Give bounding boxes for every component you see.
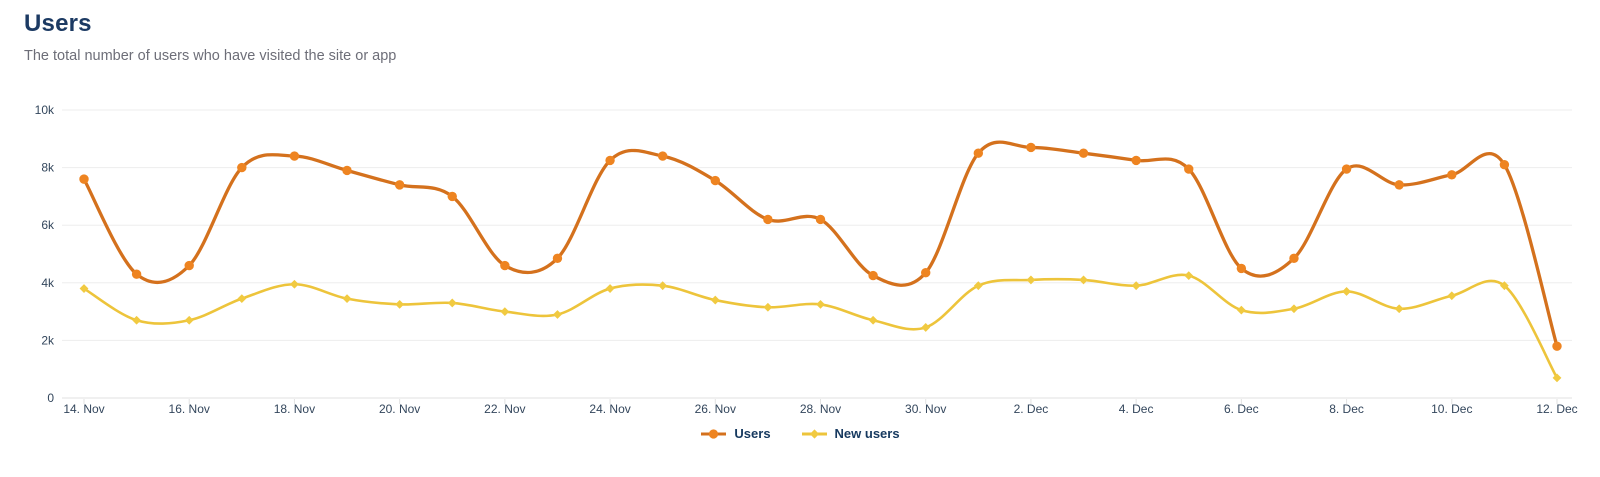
new-users-data-point[interactable]	[447, 298, 457, 308]
y-axis-label: 4k	[41, 276, 55, 290]
users-data-point[interactable]	[1499, 160, 1510, 170]
users-data-point[interactable]	[1552, 341, 1562, 351]
y-axis-label: 0	[47, 391, 54, 405]
users-data-point[interactable]	[868, 270, 878, 281]
x-axis-label: 20. Nov	[379, 402, 420, 416]
users-data-point[interactable]	[184, 260, 194, 271]
new-users-data-point[interactable]	[1236, 305, 1246, 315]
x-axis-label: 14. Nov	[63, 402, 104, 416]
users-data-point[interactable]	[1078, 148, 1089, 158]
x-axis-label: 10. Dec	[1431, 402, 1472, 416]
x-axis-label: 30. Nov	[905, 402, 946, 416]
new-users-data-point[interactable]	[1447, 291, 1457, 301]
users-data-point[interactable]	[1289, 253, 1299, 264]
new-users-data-point[interactable]	[658, 281, 668, 291]
new-users-data-point[interactable]	[1394, 304, 1404, 314]
x-axis-label: 28. Nov	[800, 402, 841, 416]
x-axis-label: 2. Dec	[1014, 402, 1049, 416]
users-data-point[interactable]	[1394, 180, 1404, 190]
users-data-point[interactable]	[394, 180, 405, 190]
users-data-point[interactable]	[552, 253, 563, 264]
page-title: Users	[24, 10, 92, 37]
new-users-legend-diamond	[809, 428, 819, 439]
users-data-point[interactable]	[1026, 142, 1036, 153]
users-data-point[interactable]	[921, 268, 931, 278]
users-data-point[interactable]	[342, 165, 352, 176]
users-data-point[interactable]	[237, 162, 247, 173]
y-axis-label: 8k	[41, 161, 55, 175]
x-axis-label: 18. Nov	[274, 402, 315, 416]
users-data-point[interactable]	[79, 174, 89, 184]
new-users-data-point[interactable]	[1499, 281, 1509, 291]
y-axis-label: 2k	[41, 333, 55, 347]
new-users-data-point[interactable]	[237, 294, 247, 304]
x-axis-label: 24. Nov	[589, 402, 630, 416]
users-data-point[interactable]	[500, 260, 510, 271]
new-users-data-point[interactable]	[1289, 304, 1299, 314]
new-users-data-point[interactable]	[1026, 275, 1036, 285]
new-users-data-point[interactable]	[500, 307, 510, 316]
new-users-data-point[interactable]	[763, 302, 773, 312]
users-data-point[interactable]	[131, 269, 142, 279]
new-users-data-point[interactable]	[1552, 373, 1562, 383]
new-users-data-point[interactable]	[816, 300, 825, 309]
legend-item-new-users[interactable]: New users	[801, 426, 900, 441]
page-subtitle: The total number of users who have visit…	[24, 48, 397, 64]
new-users-data-point[interactable]	[973, 281, 983, 291]
x-axis-label: 26. Nov	[695, 402, 736, 416]
new-users-data-point[interactable]	[342, 294, 352, 304]
users-data-point[interactable]	[289, 151, 300, 161]
users-data-point[interactable]	[763, 214, 773, 225]
chart-legend: Users New users	[0, 426, 1600, 441]
legend-label-users: Users	[734, 426, 771, 441]
users-data-point[interactable]	[1236, 263, 1247, 274]
x-axis-label: 6. Dec	[1224, 402, 1259, 416]
y-axis-label: 10k	[35, 103, 55, 117]
x-axis-label: 8. Dec	[1329, 402, 1364, 416]
x-axis-label: 22. Nov	[484, 402, 525, 416]
new-users-data-point[interactable]	[1079, 275, 1088, 285]
x-axis-label: 16. Nov	[169, 402, 210, 416]
new-users-data-point[interactable]	[395, 300, 405, 309]
users-data-point[interactable]	[815, 214, 826, 225]
users-data-point[interactable]	[1341, 164, 1352, 174]
new-users-line	[82, 273, 1559, 380]
users-data-point[interactable]	[710, 175, 720, 186]
new-users-data-point[interactable]	[710, 295, 720, 305]
x-axis-label: 4. Dec	[1119, 402, 1154, 416]
new-users-data-point[interactable]	[1342, 287, 1351, 296]
line-chart: 10k 8k 6k 4k 2k 0 14. Nov 16. Nov 18. Nov 20. Nov…	[35, 103, 1578, 416]
x-axis-label: 12. Dec	[1536, 402, 1577, 416]
new-users-data-point[interactable]	[868, 315, 878, 325]
new-users-data-point[interactable]	[605, 284, 615, 293]
new-users-legend-marker-icon	[801, 428, 827, 439]
new-users-data-point[interactable]	[921, 323, 931, 332]
users-data-point[interactable]	[1131, 155, 1141, 166]
users-legend-marker-icon	[701, 428, 727, 439]
legend-item-users[interactable]: Users	[700, 426, 771, 441]
users-data-point[interactable]	[973, 148, 984, 158]
users-data-point[interactable]	[605, 155, 615, 166]
new-users-data-point[interactable]	[1131, 281, 1141, 291]
new-users-data-point[interactable]	[132, 315, 142, 325]
users-legend-dot	[709, 428, 719, 439]
users-line	[82, 140, 1559, 348]
new-users-data-point[interactable]	[1184, 271, 1194, 280]
users-data-point[interactable]	[657, 151, 668, 161]
users-data-point[interactable]	[447, 191, 457, 202]
new-users-data-point[interactable]	[79, 284, 89, 293]
legend-label-new-users: New users	[834, 426, 900, 441]
new-users-data-point[interactable]	[553, 310, 562, 319]
users-data-point[interactable]	[1184, 164, 1194, 174]
new-users-data-point[interactable]	[290, 279, 299, 289]
new-users-data-point[interactable]	[184, 315, 194, 325]
y-axis-label: 6k	[41, 218, 55, 232]
users-data-point[interactable]	[1447, 170, 1457, 180]
